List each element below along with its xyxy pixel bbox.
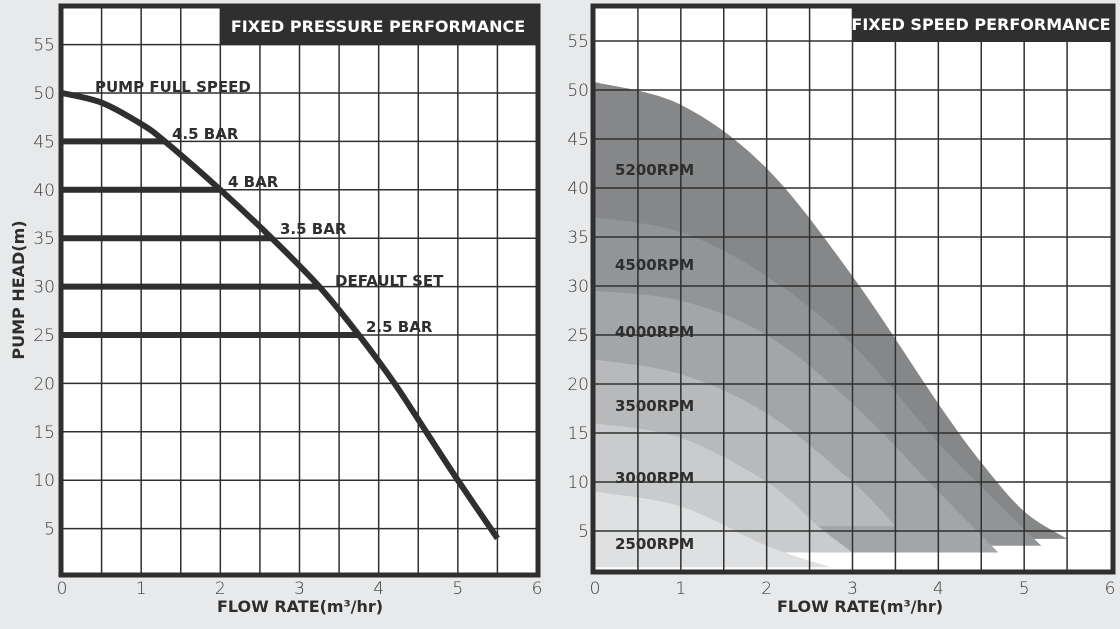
- right-band-labels: 5200RPM 4500RPM 4000RPM 3500RPM 3000RPM 2500R…: [615, 161, 694, 553]
- y-tick-label: 50: [33, 84, 55, 104]
- x-tick-label: 0: [57, 579, 68, 599]
- right-x-axis-label: FLOW RATE(m³/hr): [777, 597, 943, 616]
- annotation-label: DEFAULT SET: [335, 272, 444, 290]
- y-tick-label: 35: [33, 229, 55, 249]
- x-tick-label: 6: [532, 579, 543, 599]
- right-title: FIXED SPEED PERFORMANCE: [851, 15, 1110, 34]
- band-label: 4500RPM: [615, 256, 694, 274]
- left-pressure-lines: [61, 138, 359, 338]
- left-y-axis-label: PUMP HEAD(m): [9, 220, 28, 359]
- y-tick-label: 5: [578, 522, 589, 542]
- x-tick-label: 5: [1019, 579, 1030, 599]
- right-rpm-bands: [595, 82, 1068, 568]
- left-y-ticks: 5 10 15 20 25 30 35 40 45 50 55: [33, 36, 55, 540]
- x-tick-label: 4: [933, 579, 944, 599]
- y-tick-label: 55: [567, 32, 589, 52]
- right-grid: [593, 6, 1113, 570]
- right-x-ticks: 0 1 2 3 4 5 6: [590, 579, 1116, 599]
- y-tick-label: 50: [567, 81, 589, 101]
- y-tick-label: 15: [33, 423, 55, 443]
- left-grid: [61, 6, 538, 575]
- band-label: 3000RPM: [615, 469, 694, 487]
- y-tick-label: 10: [33, 471, 55, 491]
- y-tick-label: 55: [33, 36, 55, 56]
- x-tick-label: 3: [847, 579, 858, 599]
- x-tick-label: 3: [294, 579, 305, 599]
- annotation-label: PUMP FULL SPEED: [95, 78, 251, 96]
- y-tick-label: 40: [567, 179, 589, 199]
- y-tick-label: 5: [44, 520, 55, 540]
- band-label: 4000RPM: [615, 323, 694, 341]
- right-title-box: [852, 6, 1113, 42]
- y-tick-label: 45: [567, 130, 589, 150]
- x-tick-label: 1: [136, 579, 147, 599]
- rpm-band-2500rpm: [595, 491, 832, 568]
- y-tick-label: 40: [33, 181, 55, 201]
- band-label: 5200RPM: [615, 161, 694, 179]
- y-tick-label: 10: [567, 473, 589, 493]
- x-tick-label: 2: [215, 579, 226, 599]
- left-x-ticks: 0 1 2 3 4 5 6: [57, 579, 543, 599]
- annotation-label: 3.5 BAR: [280, 220, 347, 238]
- fixed-speed-chart: FIXED SPEED PERFORMANCE 5200RPM4500RPM40…: [567, 3, 1116, 616]
- left-title-box: [220, 6, 538, 44]
- x-tick-label: 5: [452, 579, 463, 599]
- y-tick-label: 45: [33, 132, 55, 152]
- y-tick-label: 25: [567, 326, 589, 346]
- x-tick-label: 0: [590, 579, 601, 599]
- left-x-axis-label: FLOW RATE(m³/hr): [217, 597, 383, 616]
- x-tick-label: 6: [1105, 579, 1116, 599]
- y-tick-label: 30: [33, 278, 55, 298]
- x-tick-label: 2: [761, 579, 772, 599]
- y-tick-label: 15: [567, 424, 589, 444]
- y-tick-label: 20: [33, 374, 55, 394]
- left-title: FIXED PRESSURE PERFORMANCE: [231, 17, 525, 36]
- right-frame: [590, 3, 1116, 575]
- y-tick-label: 30: [567, 277, 589, 297]
- fixed-pressure-chart: FIXED PRESSURE PERFORMANCE PUMP FULL SPE…: [9, 3, 543, 616]
- band-label: 3500RPM: [615, 397, 694, 415]
- annotation-label: 4.5 BAR: [172, 125, 239, 143]
- pump-full-speed-curve: [61, 90, 500, 540]
- x-tick-label: 1: [675, 579, 686, 599]
- annotation-label: 4 BAR: [228, 173, 279, 191]
- band-label: 2500RPM: [615, 535, 694, 553]
- left-annotations: PUMP FULL SPEED 4.5 BAR 4 BAR 3.5 BAR DEFAUL…: [95, 78, 444, 336]
- annotation-label: 2.5 BAR: [366, 318, 433, 336]
- y-tick-label: 25: [33, 326, 55, 346]
- x-tick-label: 4: [373, 579, 384, 599]
- y-tick-label: 35: [567, 228, 589, 248]
- right-y-ticks: 5 10 15 20 25 30 35 40 45 50 55: [567, 32, 589, 542]
- left-frame: [58, 3, 541, 578]
- y-tick-label: 20: [567, 375, 589, 395]
